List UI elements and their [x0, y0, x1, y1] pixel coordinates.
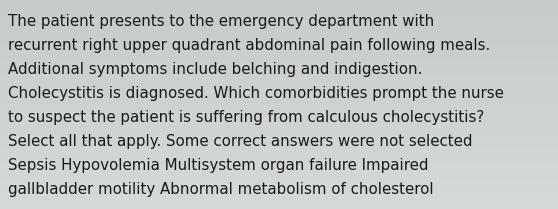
Text: Sepsis Hypovolemia Multisystem organ failure Impaired: Sepsis Hypovolemia Multisystem organ fai…: [8, 158, 429, 173]
Text: to suspect the patient is suffering from calculous cholecystitis?: to suspect the patient is suffering from…: [8, 110, 484, 125]
Text: recurrent right upper quadrant abdominal pain following meals.: recurrent right upper quadrant abdominal…: [8, 38, 490, 53]
Text: Cholecystitis is diagnosed. Which comorbidities prompt the nurse: Cholecystitis is diagnosed. Which comorb…: [8, 86, 504, 101]
Text: gallbladder motility Abnormal metabolism of cholesterol: gallbladder motility Abnormal metabolism…: [8, 182, 434, 197]
Text: Additional symptoms include belching and indigestion.: Additional symptoms include belching and…: [8, 62, 422, 77]
Text: The patient presents to the emergency department with: The patient presents to the emergency de…: [8, 14, 434, 29]
Text: Select all that apply. Some correct answers were not selected: Select all that apply. Some correct answ…: [8, 134, 473, 149]
